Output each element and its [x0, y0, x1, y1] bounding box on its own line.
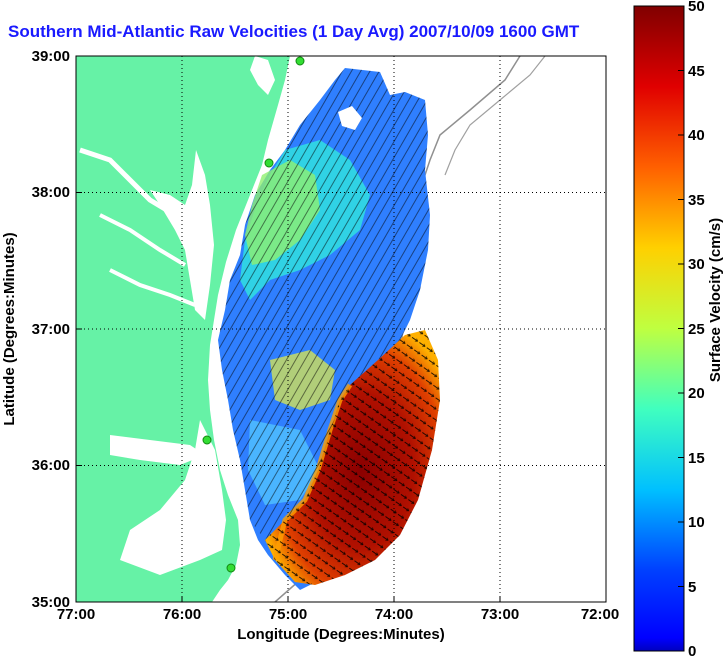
colorbar-tick-label: 40	[688, 127, 705, 144]
chesapeake-bay	[150, 150, 214, 320]
x-tick-label: 74:00	[375, 606, 413, 623]
colorbar-tick-label: 45	[688, 63, 705, 80]
map-title: Southern Mid-Atlantic Raw Velocities (1 …	[8, 22, 580, 41]
delaware-bay	[250, 56, 275, 95]
albemarle-sound	[110, 435, 205, 465]
colorbar-tick-label: 35	[688, 192, 705, 209]
colorbar-label: Surface Velocity (cm/s)	[707, 218, 724, 382]
x-tick-label: 76:00	[163, 606, 201, 623]
colorbar	[633, 5, 685, 652]
river-potomac	[79, 147, 177, 218]
colorbar-ticks	[678, 5, 684, 652]
y-tick-label: 39:00	[32, 48, 70, 65]
x-tick-label: 75:00	[269, 606, 307, 623]
colorbar-tick-label: 30	[688, 256, 705, 273]
x-tick-label: 77:00	[57, 606, 95, 623]
river-rappahannock	[99, 213, 187, 267]
x-axis-label: Longitude (Degrees:Minutes)	[237, 626, 445, 643]
y-tick-label: 35:00	[32, 594, 70, 611]
x-tick-label: 72:00	[581, 606, 619, 623]
colorbar-tick-label: 15	[688, 450, 705, 467]
colorbar-tick-label: 5	[688, 579, 696, 596]
radar-station	[226, 563, 236, 573]
x-tick-label: 73:00	[481, 606, 519, 623]
data-gap	[338, 106, 362, 130]
y-axis-label: Latitude (Degrees:Minutes)	[1, 232, 18, 425]
colorbar-tick-label: 10	[688, 514, 705, 531]
colorbar-tick-label: 0	[688, 643, 696, 659]
colorbar-tick-label: 50	[688, 0, 705, 15]
bathymetry-contour-deep	[444, 56, 546, 176]
radar-station	[202, 435, 212, 445]
y-tick-label: 37:00	[32, 321, 70, 338]
colorbar-tick-label: 25	[688, 321, 705, 338]
velocity-vectors-strong	[265, 330, 440, 585]
tick-marks	[75, 55, 607, 603]
velocity-vectors	[218, 68, 430, 540]
radar-station	[295, 56, 305, 66]
pamlico-sound	[120, 420, 226, 575]
y-tick-label: 38:00	[32, 184, 70, 201]
map-grid	[76, 56, 606, 602]
y-tick-label: 36:00	[32, 457, 70, 474]
colorbar-tick-label: 20	[688, 385, 705, 402]
radar-station	[264, 158, 274, 168]
